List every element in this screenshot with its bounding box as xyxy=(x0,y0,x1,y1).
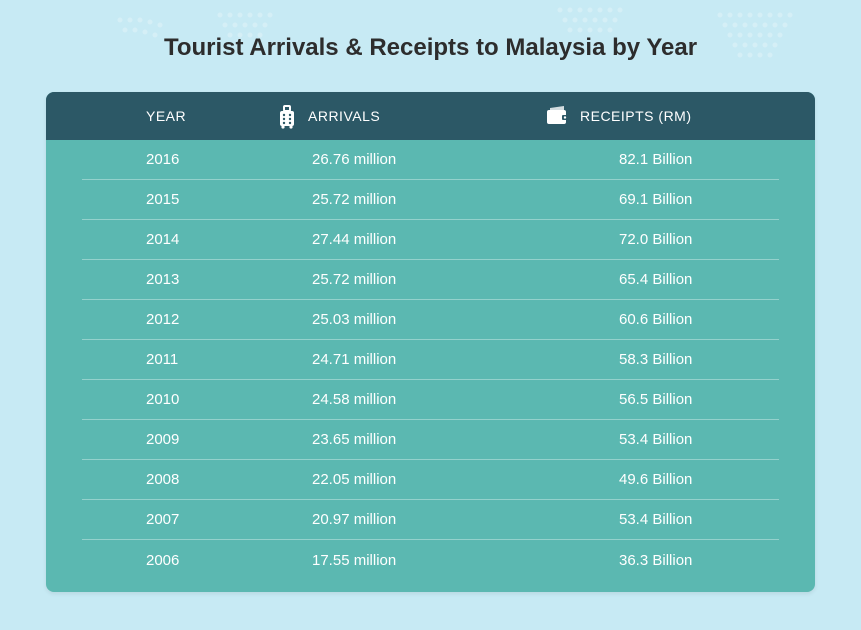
table-row: 200720.97 million53.4 Billion xyxy=(82,500,779,540)
cell-arrivals: 27.44 million xyxy=(266,231,536,248)
cell-receipts: 53.4 Billion xyxy=(536,511,779,528)
cell-receipts: 82.1 Billion xyxy=(536,151,779,168)
column-header-arrivals-label: ARRIVALS xyxy=(308,108,380,124)
column-header-receipts-label: RECEIPTS (RM) xyxy=(580,108,692,124)
cell-receipts: 56.5 Billion xyxy=(536,391,779,408)
cell-year: 2010 xyxy=(82,391,266,408)
cell-year: 2014 xyxy=(82,231,266,248)
cell-receipts: 65.4 Billion xyxy=(536,271,779,288)
cell-receipts: 49.6 Billion xyxy=(536,471,779,488)
column-header-receipts: RECEIPTS (RM) xyxy=(536,105,815,127)
table-body: 201626.76 million82.1 Billion201525.72 m… xyxy=(46,140,815,592)
cell-arrivals: 24.71 million xyxy=(266,351,536,368)
column-header-arrivals: ARRIVALS xyxy=(266,103,536,129)
cell-year: 2009 xyxy=(82,431,266,448)
cell-year: 2008 xyxy=(82,471,266,488)
table-row: 201124.71 million58.3 Billion xyxy=(82,340,779,380)
table-row: 201024.58 million56.5 Billion xyxy=(82,380,779,420)
table-header: YEAR ARRIVALS xyxy=(46,92,815,140)
cell-year: 2016 xyxy=(82,151,266,168)
cell-arrivals: 17.55 million xyxy=(266,552,536,569)
cell-receipts: 69.1 Billion xyxy=(536,191,779,208)
cell-arrivals: 26.76 million xyxy=(266,151,536,168)
cell-receipts: 60.6 Billion xyxy=(536,311,779,328)
cell-arrivals: 25.72 million xyxy=(266,271,536,288)
cell-year: 2015 xyxy=(82,191,266,208)
cell-receipts: 36.3 Billion xyxy=(536,552,779,569)
table-row: 201427.44 million72.0 Billion xyxy=(82,220,779,260)
table-row: 200617.55 million36.3 Billion xyxy=(82,540,779,580)
table-row: 201225.03 million60.6 Billion xyxy=(82,300,779,340)
cell-arrivals: 23.65 million xyxy=(266,431,536,448)
cell-year: 2011 xyxy=(82,351,266,368)
cell-year: 2007 xyxy=(82,511,266,528)
cell-arrivals: 20.97 million xyxy=(266,511,536,528)
table-row: 201525.72 million69.1 Billion xyxy=(82,180,779,220)
luggage-icon xyxy=(276,103,298,129)
table-row: 201325.72 million65.4 Billion xyxy=(82,260,779,300)
cell-arrivals: 25.72 million xyxy=(266,191,536,208)
column-header-year: YEAR xyxy=(46,108,266,124)
cell-year: 2006 xyxy=(82,552,266,569)
cell-arrivals: 25.03 million xyxy=(266,311,536,328)
page-title: Tourist Arrivals & Receipts to Malaysia … xyxy=(0,0,861,62)
table-row: 200822.05 million49.6 Billion xyxy=(82,460,779,500)
cell-year: 2012 xyxy=(82,311,266,328)
cell-receipts: 72.0 Billion xyxy=(536,231,779,248)
cell-arrivals: 22.05 million xyxy=(266,471,536,488)
data-table: YEAR ARRIVALS xyxy=(46,92,815,592)
cell-receipts: 58.3 Billion xyxy=(536,351,779,368)
cell-year: 2013 xyxy=(82,271,266,288)
cell-receipts: 53.4 Billion xyxy=(536,431,779,448)
cell-arrivals: 24.58 million xyxy=(266,391,536,408)
table-row: 200923.65 million53.4 Billion xyxy=(82,420,779,460)
table-row: 201626.76 million82.1 Billion xyxy=(82,140,779,180)
wallet-icon xyxy=(546,105,570,127)
